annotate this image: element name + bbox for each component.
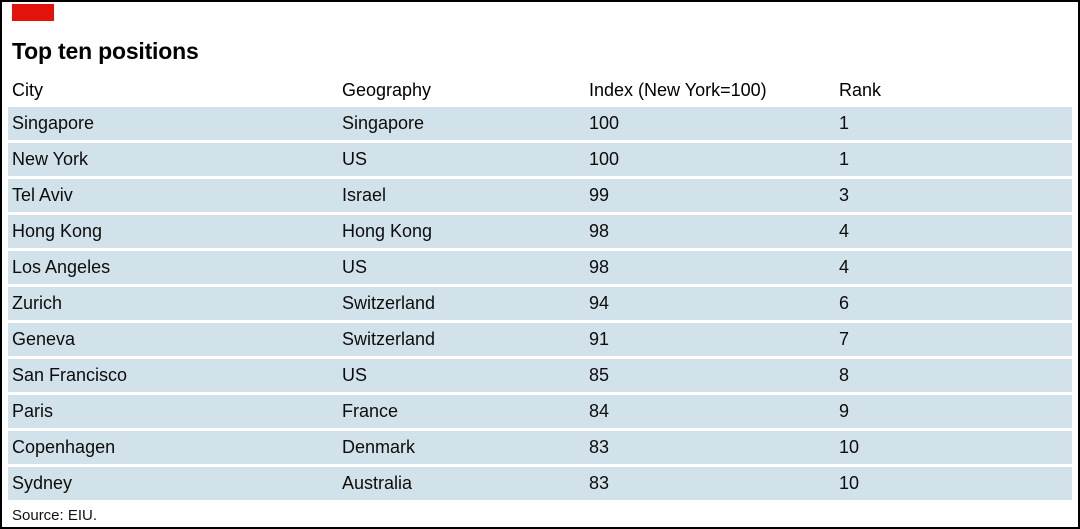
chart-title: Top ten positions <box>12 38 199 64</box>
table-cell: Paris <box>12 401 54 421</box>
table-row: New York US 100 1 <box>8 143 1072 176</box>
column-header-index: Index (New York=100) <box>589 80 767 100</box>
table-cell: 1 <box>839 113 850 133</box>
table-cell: Australia <box>342 473 413 493</box>
table-cell: New York <box>12 149 89 169</box>
table-cell: Hong Kong <box>12 221 103 241</box>
table-cell: 98 <box>589 257 610 277</box>
table-cell: Zurich <box>12 293 63 313</box>
table-cell: 9 <box>839 401 850 421</box>
table-cell: 3 <box>839 185 850 205</box>
table-cell: US <box>342 257 368 277</box>
table-cell: Los Angeles <box>12 257 111 277</box>
table-cell: 100 <box>589 149 620 169</box>
table-cell: 4 <box>839 257 850 277</box>
table-row: Singapore Singapore 100 1 <box>8 107 1072 140</box>
table-cell: 6 <box>839 293 850 313</box>
table-cell: 10 <box>839 473 860 493</box>
table-cell: Singapore <box>12 113 95 133</box>
column-header-rank: Rank <box>839 80 882 100</box>
table-cell: 99 <box>589 185 610 205</box>
table-cell: Geneva <box>12 329 76 349</box>
table-cell: Singapore <box>342 113 425 133</box>
table-cell: 84 <box>589 401 610 421</box>
table-cell: 100 <box>589 113 620 133</box>
table-cell: San Francisco <box>12 365 128 385</box>
table-cell: 4 <box>839 221 850 241</box>
table-cell: 94 <box>589 293 610 313</box>
table-cell: Switzerland <box>342 329 436 349</box>
table-cell: 10 <box>839 437 860 457</box>
table-cell: France <box>342 401 399 421</box>
table-row: Geneva Switzerland 91 7 <box>8 323 1072 356</box>
table-cell: Hong Kong <box>342 221 433 241</box>
table-cell: Switzerland <box>342 293 436 313</box>
table-row: Zurich Switzerland 94 6 <box>8 287 1072 320</box>
table-cell: 98 <box>589 221 610 241</box>
table-row: Sydney Australia 83 10 <box>8 467 1072 500</box>
table-row: Copenhagen Denmark 83 10 <box>8 431 1072 464</box>
table-cell: Israel <box>342 185 387 205</box>
table-cell: Copenhagen <box>12 437 116 457</box>
table-cell: 1 <box>839 149 850 169</box>
table-cell: US <box>342 149 368 169</box>
table-row: San Francisco US 85 8 <box>8 359 1072 392</box>
table-row: Los Angeles US 98 4 <box>8 251 1072 284</box>
column-header-city: City <box>12 80 43 100</box>
table-row: Paris France 84 9 <box>8 395 1072 428</box>
table-cell: Tel Aviv <box>12 185 73 205</box>
table-cell: 91 <box>589 329 610 349</box>
table-cell: 8 <box>839 365 850 385</box>
table-cell: Sydney <box>12 473 73 493</box>
source-note: Source: EIU. <box>12 507 98 524</box>
table-row: Tel Aviv Israel 99 3 <box>8 179 1072 212</box>
table-cell: 83 <box>589 473 610 493</box>
table-cell: 85 <box>589 365 610 385</box>
column-header-geography: Geography <box>342 80 432 100</box>
economist-red-tab <box>12 4 54 21</box>
table-body: Singapore Singapore 100 1 New York US 100 1 Tel … <box>8 107 1072 503</box>
table-cell: 83 <box>589 437 610 457</box>
table-cell: US <box>342 365 368 385</box>
table-cell: Denmark <box>342 437 416 457</box>
table-header: City Geography Index (New York=100) Rank <box>8 76 1072 104</box>
table-row: Hong Kong Hong Kong 98 4 <box>8 215 1072 248</box>
table-cell: 7 <box>839 329 850 349</box>
